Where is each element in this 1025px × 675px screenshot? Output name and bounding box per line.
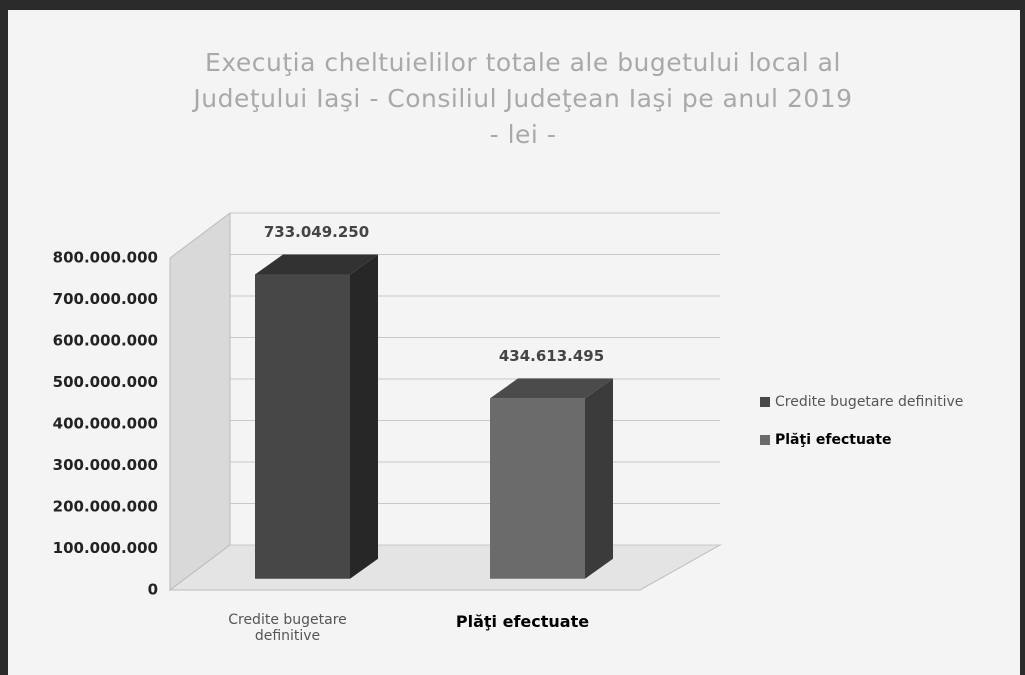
- chart-title: Execuţia cheltuielilor totale ale bugetu…: [193, 48, 853, 149]
- floor: [168, 544, 722, 591]
- y-tick-label: 400.000.000: [53, 415, 158, 433]
- y-tick-label: 300.000.000: [53, 456, 158, 474]
- bar-top: [255, 254, 378, 275]
- legend-swatch: [760, 435, 770, 445]
- legend-swatch: [760, 397, 770, 407]
- bar-side: [350, 254, 378, 579]
- y-tick-label: 800.000.000: [53, 249, 158, 267]
- legend-label: Plăţi efectuate: [775, 432, 892, 448]
- chart-frame: Execuţia cheltuielilor totale ale bugetu…: [8, 10, 1020, 675]
- y-tick-label: 700.000.000: [53, 290, 158, 308]
- side-wall: [169, 212, 231, 591]
- y-tick-label: 200.000.000: [53, 498, 158, 516]
- x-tick-label: Plăţi efectuate: [455, 612, 590, 631]
- chart: 0 100.000.000 200.000.000 300.000.000 400.00…: [53, 212, 963, 599]
- bar-top: [490, 378, 613, 399]
- x-tick-label: Credite bugetare definitive: [228, 612, 347, 644]
- value-label: 733.049.250: [264, 223, 369, 241]
- value-label: 434.613.495: [499, 347, 604, 365]
- bar: [255, 274, 350, 579]
- y-tick-label: 600.000.000: [53, 332, 158, 350]
- bar: [490, 398, 585, 579]
- y-tick-label: 0: [148, 581, 158, 599]
- y-tick-label: 100.000.000: [53, 539, 158, 557]
- bar-side: [585, 378, 613, 579]
- legend-label: Credite bugetare definitive: [775, 394, 963, 410]
- y-tick-label: 500.000.000: [53, 373, 158, 391]
